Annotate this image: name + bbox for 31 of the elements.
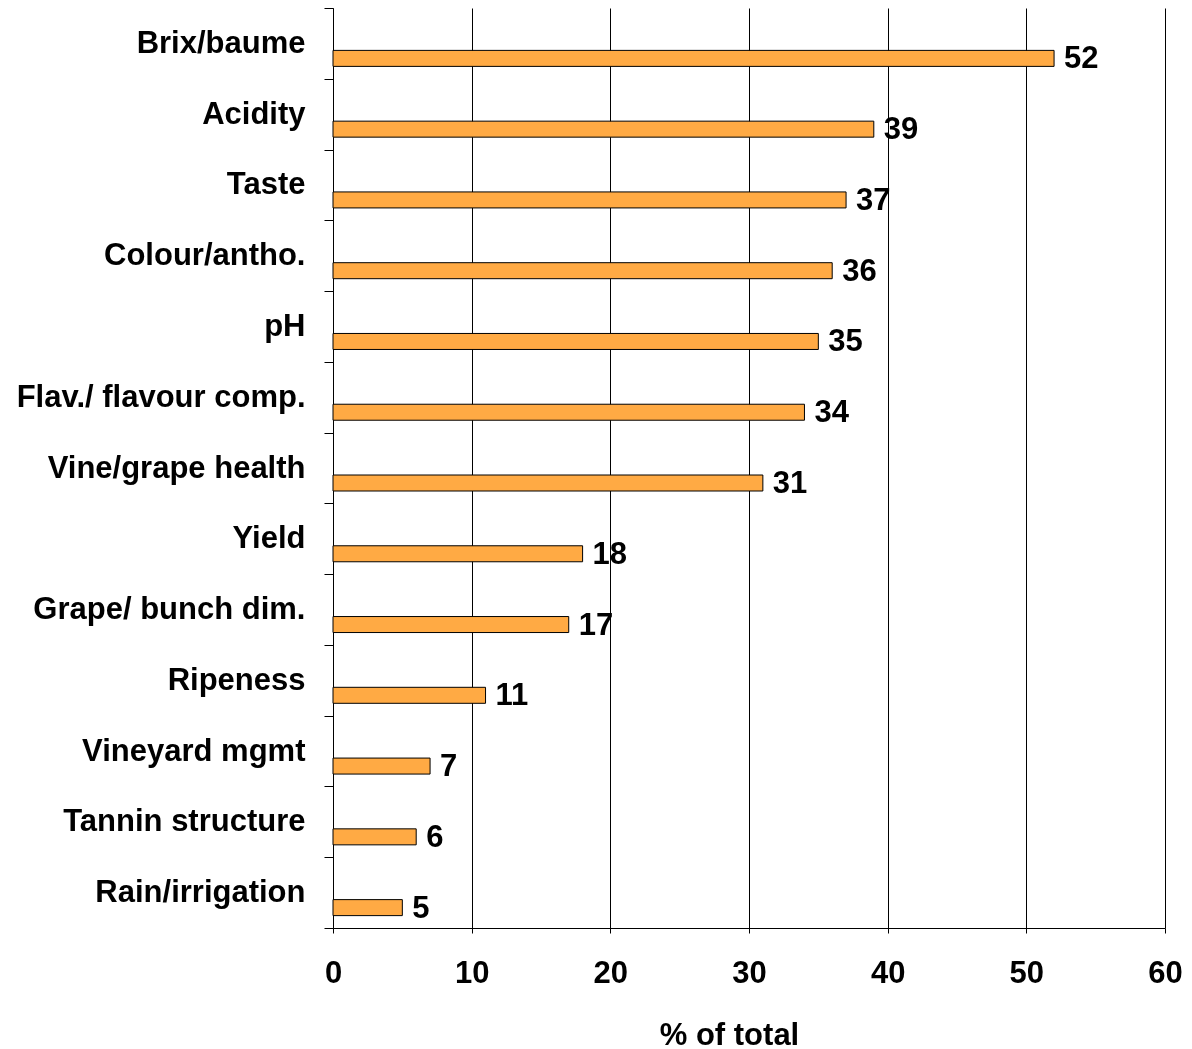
data-label: 52 [1064, 40, 1099, 76]
y-tick-label: Vineyard mgmt [82, 732, 306, 768]
x-axis-title: % of total [659, 1016, 800, 1049]
y-tick-label: Taste [226, 166, 306, 202]
y-tick-label: Ripeness [167, 661, 306, 697]
x-tick-label: 0 [324, 954, 343, 990]
x-tick-label: 10 [454, 954, 490, 990]
y-tick-label: Colour/antho. [104, 237, 306, 273]
y-tick-label: Brix/baume [136, 24, 306, 60]
data-label: 11 [495, 677, 529, 713]
data-label: 6 [426, 818, 444, 854]
data-label: 7 [440, 748, 458, 784]
y-tick-label: Rain/irrigation [95, 874, 306, 910]
data-label: 5 [412, 889, 430, 925]
x-tick-label: 20 [593, 954, 629, 990]
y-tick-label: Acidity [202, 95, 307, 131]
data-label: 36 [842, 252, 877, 288]
y-tick-label: Vine/grape health [47, 449, 306, 485]
x-tick-label: 60 [1148, 954, 1183, 990]
y-tick-label: Yield [232, 520, 306, 556]
y-tick-label: Tannin structure [63, 803, 306, 839]
data-label: 35 [828, 323, 863, 359]
x-tick-label: 30 [732, 954, 767, 990]
y-tick-label: Flav./ flavour comp. [16, 378, 306, 414]
data-label: 34 [814, 394, 850, 430]
data-label: 37 [856, 181, 891, 217]
y-tick-label: pH [264, 307, 306, 343]
y-tick-label: Grape/ bunch dim. [33, 591, 306, 627]
x-tick-label: 50 [1009, 954, 1045, 990]
data-label: 31 [772, 465, 808, 500]
x-tick-label: 40 [870, 954, 906, 990]
